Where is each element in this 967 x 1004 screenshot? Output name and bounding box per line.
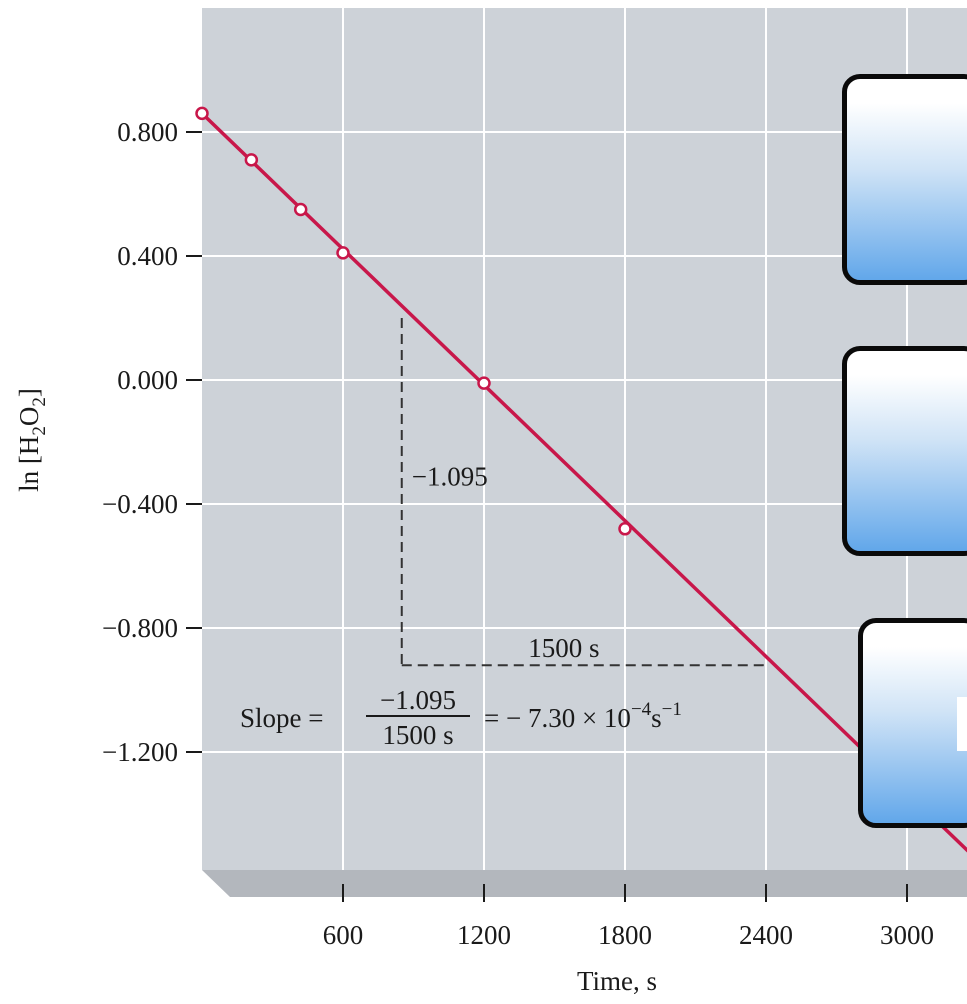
fit-line [200, 112, 967, 853]
x-tick-label: 2400 [739, 920, 793, 950]
overlay-box-1 [842, 74, 967, 285]
data-point [293, 202, 308, 217]
slope-numerator: −1.095 [380, 685, 456, 715]
plot-floor [202, 870, 967, 897]
x-axis-title: Time, s [577, 966, 657, 996]
x-tick-labels: 600 1200 1800 2400 3000 [323, 920, 934, 950]
run-label: 1500 s [528, 633, 599, 663]
overlay-box-3 [858, 618, 967, 828]
data-point [618, 522, 632, 536]
rise-label: −1.095 [412, 461, 488, 491]
slope-formula: Slope = −1.095 1500 s = − 7.30 × 10−4s−1 [240, 685, 682, 750]
y-tick-label: −0.800 [102, 613, 178, 643]
y-tick-label: 0.400 [117, 241, 178, 271]
axis-ticks [186, 131, 908, 902]
y-tick-label: −0.400 [102, 489, 178, 519]
y-tick-label: 0.000 [117, 365, 178, 395]
y-axis-title: ln [H2O2] [14, 388, 50, 492]
data-points [195, 106, 632, 536]
overlay-box-3-highlight [957, 697, 967, 751]
slope-prefix: Slope = [240, 703, 323, 733]
x-tick-label: 1200 [457, 920, 511, 950]
x-tick-label: 3000 [880, 920, 934, 950]
y-tick-label: 0.800 [117, 117, 178, 147]
x-tick-label: 1800 [598, 920, 652, 950]
data-point [244, 153, 259, 167]
slope-denominator: 1500 s [382, 720, 453, 750]
data-point [477, 376, 491, 390]
slope-result: = − 7.30 × 10−4s−1 [484, 699, 682, 733]
data-point [195, 106, 209, 121]
y-tick-label: −1.200 [102, 737, 178, 767]
grid [202, 8, 967, 870]
x-tick-label: 600 [323, 920, 364, 950]
overlay-box-2 [842, 346, 967, 556]
data-point [336, 246, 350, 260]
y-tick-labels: 0.800 0.400 0.000 −0.400 −0.800 −1.200 [102, 117, 178, 767]
